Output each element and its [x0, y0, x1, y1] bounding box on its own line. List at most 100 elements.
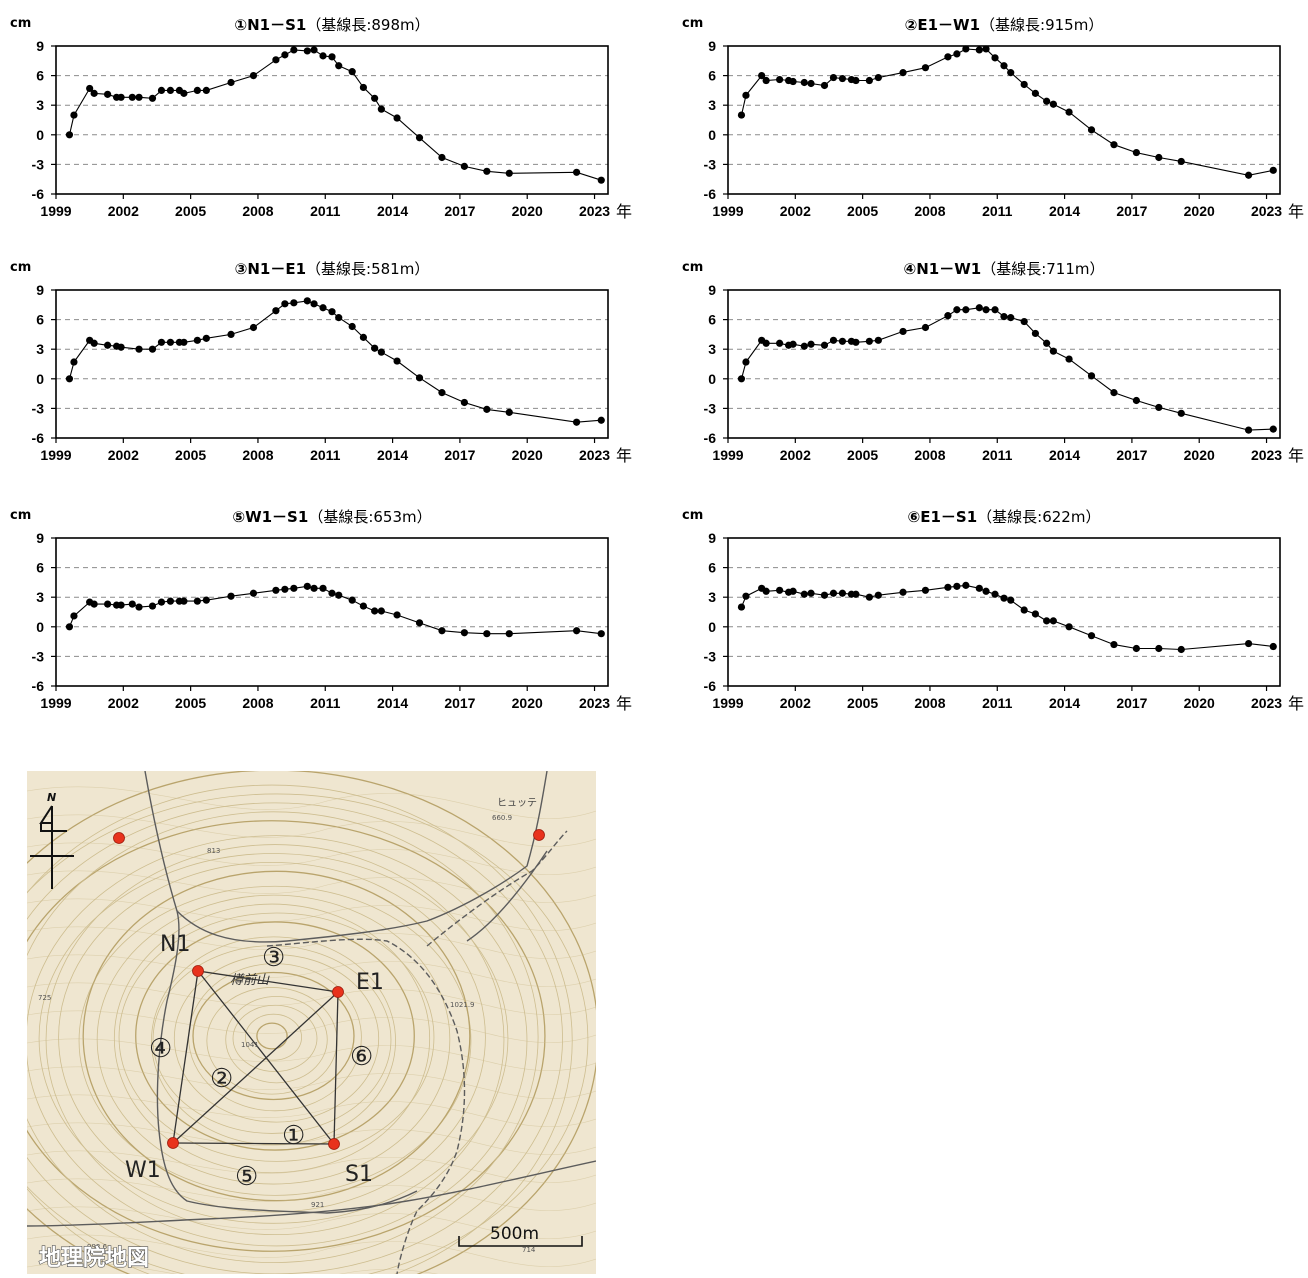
x-unit-label: 年 — [1288, 694, 1304, 713]
data-point — [921, 323, 930, 332]
y-tick-label: 9 — [708, 282, 716, 298]
y-tick-label: 3 — [36, 589, 44, 605]
data-point — [807, 79, 815, 88]
data-point — [820, 591, 829, 599]
x-tick-label: 2020 — [1184, 203, 1215, 219]
data-point — [572, 627, 581, 635]
elevation-label: 993.6 — [87, 1243, 108, 1251]
contour-line — [26, 954, 597, 987]
x-tick-label: 2023 — [1251, 203, 1282, 219]
y-tick-label: 6 — [36, 68, 44, 84]
x-tick-label: 2011 — [982, 447, 1013, 463]
x-tick-label: 2005 — [175, 695, 206, 711]
data-point — [290, 299, 298, 307]
data-point — [128, 93, 136, 101]
y-tick-label: 3 — [36, 341, 44, 357]
data-point — [272, 56, 280, 64]
data-point — [975, 46, 983, 54]
data-point — [829, 589, 838, 597]
data-point — [377, 607, 385, 615]
y-tick-label: -3 — [32, 648, 45, 664]
elevation-label: 714 — [522, 1246, 536, 1254]
chart-n1-s1: ①N1－S1（基線長:898m） cm 9 6 3 0 -3 -6 1999 2002 2005 20… — [0, 10, 636, 221]
baseline-e1-w1 — [172, 991, 339, 1144]
data-point — [921, 586, 930, 594]
data-point — [202, 334, 210, 342]
station-e1-label: E1 — [356, 970, 384, 995]
x-tick-label: 1999 — [712, 447, 743, 463]
data-point — [742, 358, 750, 366]
y-unit-label: cm — [10, 508, 31, 523]
data-point — [393, 357, 401, 365]
plot-frame — [727, 45, 1281, 195]
data-point — [393, 611, 401, 619]
map-credit: 地理院地図 — [39, 1245, 149, 1271]
chart-title-baseline: （基線長:622m） — [977, 508, 1100, 526]
data-point — [65, 131, 74, 139]
data-point — [899, 588, 907, 596]
data-point — [953, 50, 961, 58]
trail-line — [426, 830, 568, 947]
data-point — [944, 53, 952, 61]
x-tick-label: 2002 — [780, 447, 811, 463]
contour-ring — [256, 1022, 288, 1050]
data-point — [148, 602, 157, 610]
y-tick-label: 0 — [708, 619, 716, 635]
data-point — [838, 337, 847, 345]
data-point — [1007, 314, 1015, 322]
series-line — [68, 49, 602, 181]
contour-ring — [192, 971, 355, 1101]
x-tick-label: 2005 — [175, 447, 206, 463]
data-point — [505, 169, 513, 177]
contour-line — [26, 1010, 597, 1043]
data-point — [90, 89, 98, 97]
data-point — [319, 304, 327, 312]
y-tick-label: -6 — [32, 430, 45, 446]
y-unit-label: cm — [682, 16, 703, 31]
data-point — [776, 75, 784, 84]
data-point — [1244, 171, 1253, 179]
contour-ring — [82, 870, 471, 1202]
data-point — [1043, 339, 1051, 347]
data-point — [1007, 69, 1015, 77]
data-point — [135, 345, 143, 353]
data-point — [829, 73, 838, 82]
data-point — [899, 69, 907, 77]
y-tick-label: 0 — [36, 619, 44, 635]
data-point — [505, 408, 513, 416]
x-tick-label: 2014 — [1049, 203, 1080, 219]
contour-line — [26, 1234, 597, 1267]
data-point — [348, 68, 356, 76]
baseline-label-6: ⑥ — [350, 1042, 373, 1072]
data-point — [1000, 62, 1008, 70]
chart-title-main: ①N1－S1 — [234, 16, 306, 34]
data-point — [962, 581, 970, 589]
elevation-label: 725 — [38, 994, 51, 1002]
data-point — [460, 162, 468, 170]
x-tick-label: 2020 — [512, 203, 543, 219]
chart-title: ①N1－S1（基線長:898m） — [234, 16, 429, 34]
data-point — [202, 86, 210, 94]
data-point — [166, 86, 175, 94]
data-point — [460, 398, 468, 407]
data-point — [1087, 126, 1096, 134]
contour-line — [26, 842, 597, 875]
y-tick-label: 0 — [36, 127, 44, 143]
station-w1-marker — [167, 1137, 179, 1149]
data-point — [1269, 425, 1277, 433]
data-point — [70, 358, 78, 366]
data-point — [807, 589, 815, 597]
data-point — [852, 590, 860, 598]
contour-ring — [38, 853, 509, 1224]
chart-title-baseline: （基線長:898m） — [306, 16, 429, 34]
data-point — [348, 596, 356, 604]
data-point — [328, 53, 336, 61]
data-point — [820, 341, 829, 349]
data-point — [359, 83, 368, 92]
data-point — [597, 630, 605, 638]
data-point — [800, 78, 808, 87]
